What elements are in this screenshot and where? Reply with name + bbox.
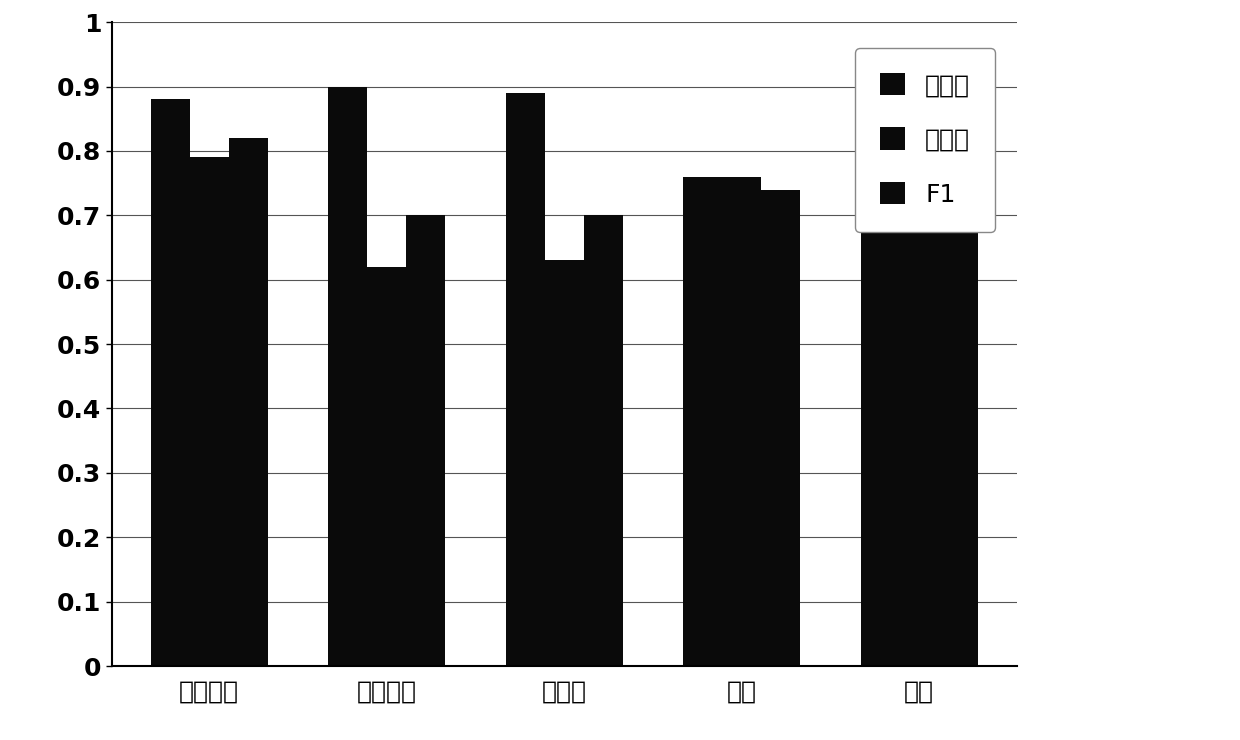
Bar	[228, 138, 268, 666]
Bar	[761, 189, 800, 666]
Bar	[329, 87, 367, 666]
Bar	[190, 158, 228, 666]
Bar	[544, 260, 584, 666]
Bar	[407, 215, 445, 666]
Bar	[683, 177, 722, 666]
Bar	[367, 267, 407, 666]
Legend: 准确率, 召回率, F1: 准确率, 召回率, F1	[856, 47, 996, 232]
Bar	[722, 177, 761, 666]
Bar	[584, 215, 622, 666]
Bar	[150, 99, 190, 666]
Bar	[506, 93, 544, 666]
Bar	[900, 189, 939, 666]
Bar	[939, 196, 978, 666]
Bar	[861, 177, 900, 666]
